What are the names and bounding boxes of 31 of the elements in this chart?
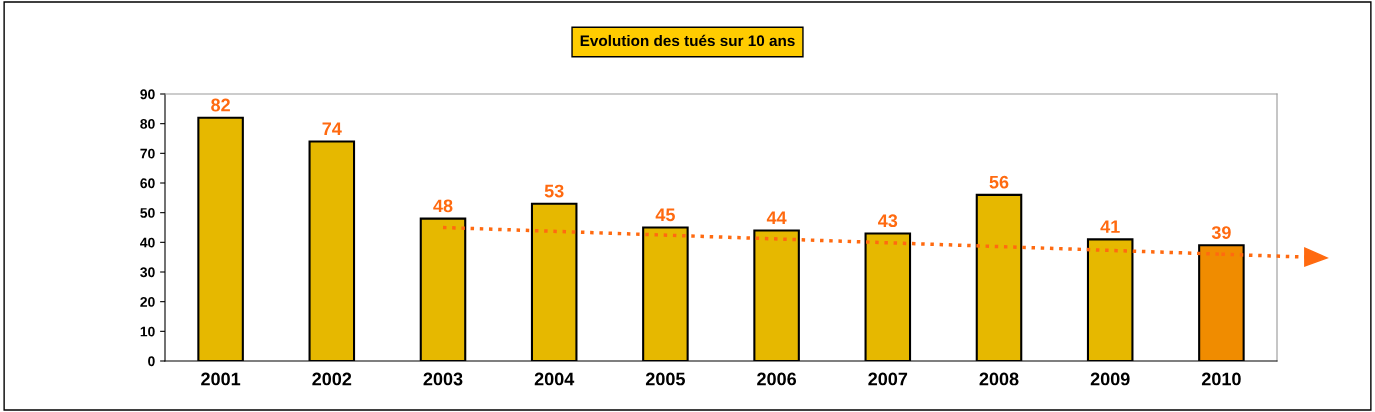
x-tick-label: 2004	[534, 372, 575, 386]
data-label: 45	[655, 208, 675, 222]
x-tick-label: 2007	[868, 372, 908, 386]
data-label: 41	[1100, 220, 1120, 233]
chart-title: Evolution des tués sur 10 ans	[580, 34, 795, 47]
data-label: 56	[989, 175, 1009, 189]
x-tick-label: 2009	[1090, 372, 1130, 386]
y-tick-label: 40	[140, 237, 155, 248]
data-label: 74	[322, 122, 342, 135]
y-tick-label: 0	[148, 356, 155, 367]
y-tick-label: 60	[140, 178, 155, 189]
y-tick-label: 90	[140, 89, 155, 100]
x-tick-label: 2010	[1201, 372, 1241, 386]
y-tick-label: 80	[140, 119, 155, 129]
data-label: 44	[766, 211, 787, 224]
y-tick-label: 70	[140, 148, 155, 159]
data-label: 43	[878, 214, 898, 228]
y-tick-label: 30	[140, 267, 155, 278]
data-label: 82	[211, 98, 230, 112]
x-tick-label: 2002	[312, 372, 352, 386]
x-tick-label: 2003	[423, 372, 463, 386]
x-tick-label: 2008	[979, 372, 1019, 386]
y-tick-label: 50	[140, 208, 155, 218]
y-tick-label: 20	[140, 297, 155, 307]
x-tick-label: 2005	[645, 372, 685, 386]
y-tick-label: 10	[140, 326, 155, 337]
data-label: 39	[1211, 226, 1231, 239]
x-tick-label: 2001	[201, 372, 241, 386]
x-tick-label: 2006	[757, 372, 797, 386]
data-label: 53	[544, 184, 564, 198]
data-label: 48	[433, 199, 453, 213]
